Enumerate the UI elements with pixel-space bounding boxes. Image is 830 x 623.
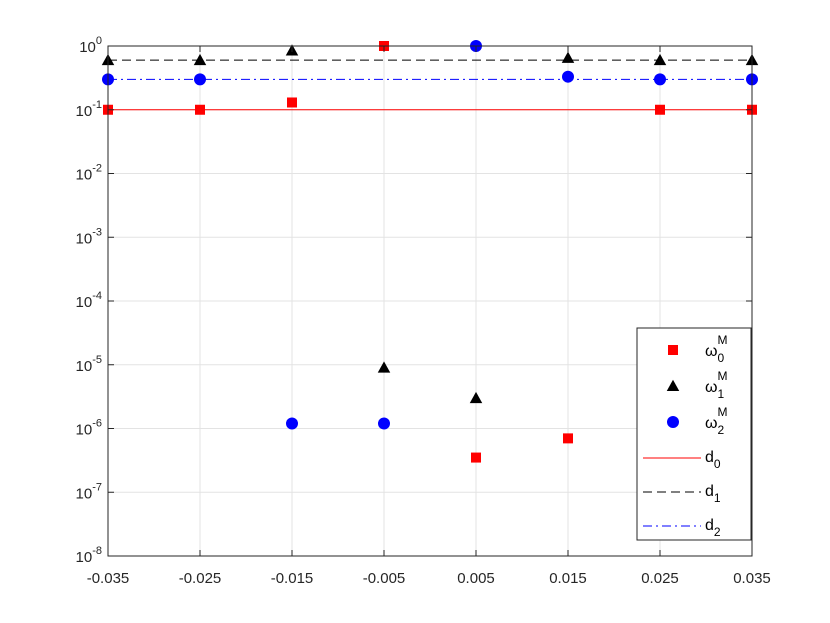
y-tick-label: 10-5 bbox=[76, 354, 102, 375]
legend-subscript: 0 bbox=[714, 457, 721, 471]
data-point-ω0M bbox=[471, 452, 481, 463]
x-tick-label: -0.005 bbox=[363, 570, 406, 587]
legend-symbol: ω bbox=[705, 343, 718, 360]
legend-label-d1: d1 bbox=[705, 483, 721, 505]
y-tick-exponent: -6 bbox=[92, 418, 102, 430]
y-tick-exponent: -3 bbox=[92, 226, 102, 238]
y-tick-label: 10-8 bbox=[76, 545, 102, 566]
y-tick-label: 100 bbox=[79, 35, 102, 56]
y-tick-base: 10 bbox=[76, 422, 93, 439]
y-tick-label: 10-7 bbox=[76, 481, 102, 502]
legend-label-ω2M: ωM 2 bbox=[705, 405, 728, 437]
y-tick-base: 10 bbox=[76, 167, 93, 184]
y-tick-base: 10 bbox=[76, 485, 93, 502]
y-tick-exponent: -2 bbox=[92, 163, 102, 175]
legend-subscript: 2 bbox=[714, 525, 721, 539]
y-tick-base: 10 bbox=[76, 358, 93, 375]
y-tick-label: 10-3 bbox=[76, 226, 102, 247]
legend-box bbox=[636, 327, 752, 541]
legend-label-d2: d2 bbox=[705, 517, 721, 539]
y-tick-exponent: -7 bbox=[92, 481, 102, 493]
legend-symbol: d bbox=[705, 449, 714, 466]
data-point-ω0M bbox=[287, 97, 297, 108]
data-point-ω0M bbox=[195, 104, 205, 115]
legend-label-ω1M: ωM 1 bbox=[705, 369, 728, 401]
legend-subscript: 1 bbox=[714, 491, 721, 505]
y-tick-exponent: -1 bbox=[92, 99, 102, 111]
data-point-ω1M bbox=[653, 53, 667, 66]
y-tick-base: 10 bbox=[76, 549, 93, 566]
y-tick-label: 10-4 bbox=[76, 290, 102, 311]
y-tick-exponent: 0 bbox=[96, 35, 102, 47]
legend-symbol: d bbox=[705, 483, 714, 500]
x-tick-label: 0.015 bbox=[549, 570, 587, 587]
legend-superscript: M bbox=[718, 369, 728, 383]
y-tick-exponent: -4 bbox=[92, 290, 102, 302]
data-point-ω1M bbox=[469, 391, 483, 404]
y-tick-base: 10 bbox=[76, 230, 93, 247]
data-point-ω2M bbox=[654, 73, 666, 86]
x-tick-label: 0.005 bbox=[457, 570, 495, 587]
legend-symbol: ω bbox=[705, 379, 718, 396]
legend-superscript: M bbox=[718, 333, 728, 347]
y-tick-label: 10-6 bbox=[76, 418, 102, 439]
legend-symbol: ω bbox=[705, 415, 718, 432]
data-point-ω2M bbox=[286, 417, 298, 430]
legend-superscript: M bbox=[718, 405, 728, 419]
x-tick-label: -0.015 bbox=[271, 570, 314, 587]
reference-lines bbox=[108, 59, 752, 111]
x-tick-label: 0.025 bbox=[641, 570, 679, 587]
y-tick-base: 10 bbox=[76, 294, 93, 311]
legend-marker-ω1M bbox=[666, 379, 680, 391]
y-tick-label: 10-2 bbox=[76, 163, 102, 184]
data-point-ω2M bbox=[562, 70, 574, 83]
legend-marker-ω0M bbox=[668, 345, 678, 355]
x-tick-label: -0.025 bbox=[179, 570, 222, 587]
legend-subscript: 2 bbox=[718, 423, 725, 437]
data-point-ω2M bbox=[194, 73, 206, 86]
data-point-ω2M bbox=[378, 417, 390, 430]
legend-subscript: 0 bbox=[718, 351, 725, 365]
y-tick-base: 10 bbox=[79, 39, 96, 56]
x-tick-label: -0.035 bbox=[87, 570, 130, 587]
y-tick-exponent: -5 bbox=[92, 354, 102, 366]
legend-marker-ω2M bbox=[667, 416, 679, 428]
y-tick-base: 10 bbox=[76, 103, 93, 120]
y-tick-label: 10-1 bbox=[76, 99, 102, 120]
data-point-ω1M bbox=[193, 53, 207, 66]
legend-subscript: 1 bbox=[718, 387, 725, 401]
data-point-ω1M bbox=[377, 361, 391, 373]
legend-label-d0: d0 bbox=[705, 449, 721, 471]
x-axis: -0.035 -0.025 -0.015 -0.005 0.005 0.015 0.025 0… bbox=[87, 46, 771, 587]
legend-symbol: d bbox=[705, 517, 714, 534]
data-point-ω0M bbox=[563, 433, 573, 444]
data-point-ω1M bbox=[561, 51, 575, 63]
y-tick-exponent: -8 bbox=[92, 545, 102, 557]
x-tick-label: 0.035 bbox=[733, 570, 771, 587]
data-point-ω0M bbox=[655, 104, 665, 115]
legend-label-ω0M: ωM 0 bbox=[705, 333, 728, 365]
